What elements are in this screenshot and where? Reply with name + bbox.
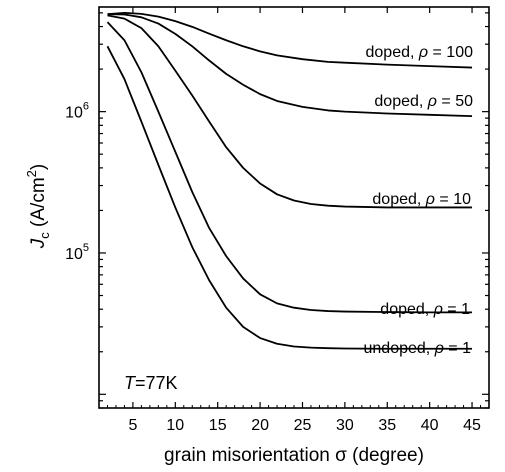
temperature-annotation: T=77K: [124, 373, 178, 393]
series-label: doped, ρ = 1: [380, 301, 470, 318]
y-axis-title-main: J: [28, 238, 49, 249]
x-tick-label: 5: [128, 417, 137, 434]
temperature-symbol: T: [124, 373, 137, 393]
series-line: [106, 21, 473, 314]
x-tick-label: 35: [378, 417, 396, 434]
y-tick-labels: 105 106: [65, 101, 89, 263]
x-tick-label: 15: [209, 417, 227, 434]
x-tick-label: 45: [463, 417, 481, 434]
x-axis-title: grain misorientation σ (degree): [164, 445, 424, 466]
series-label: doped, ρ = 50: [374, 93, 473, 110]
y-axis-title-unit: (A/cm: [28, 177, 49, 232]
y-axis-title-sup: 2: [24, 170, 39, 177]
y-tick-label: 106: [65, 101, 89, 122]
curves: [106, 11, 473, 350]
x-tick-labels: 5 10 15 20 25 30 35 40 45: [128, 417, 481, 434]
y-axis-title-sub: c: [37, 232, 52, 239]
y-tick-label: 105: [65, 242, 89, 263]
series-line: [107, 13, 473, 117]
series-label: doped, ρ = 10: [372, 191, 471, 208]
x-tick-label: 20: [251, 417, 269, 434]
curve-labels: doped, ρ = 100 doped, ρ = 50 doped, ρ = 10…: [364, 44, 474, 357]
plot-frame: [98, 6, 490, 409]
x-tick-label: 30: [336, 417, 354, 434]
temperature-value: =77K: [135, 373, 178, 393]
series-label: doped, ρ = 100: [366, 44, 474, 61]
y-axis-title-close: ): [28, 164, 49, 170]
x-tick-label: 10: [166, 417, 184, 434]
x-tick-label: 40: [421, 417, 439, 434]
series-line: [106, 45, 473, 350]
series-line: [107, 11, 473, 69]
series-line: [107, 14, 473, 209]
y-axis-title: Jc (A/cm2): [24, 164, 52, 249]
x-tick-label: 25: [294, 417, 312, 434]
series-label: undoped, ρ = 1: [364, 340, 472, 357]
